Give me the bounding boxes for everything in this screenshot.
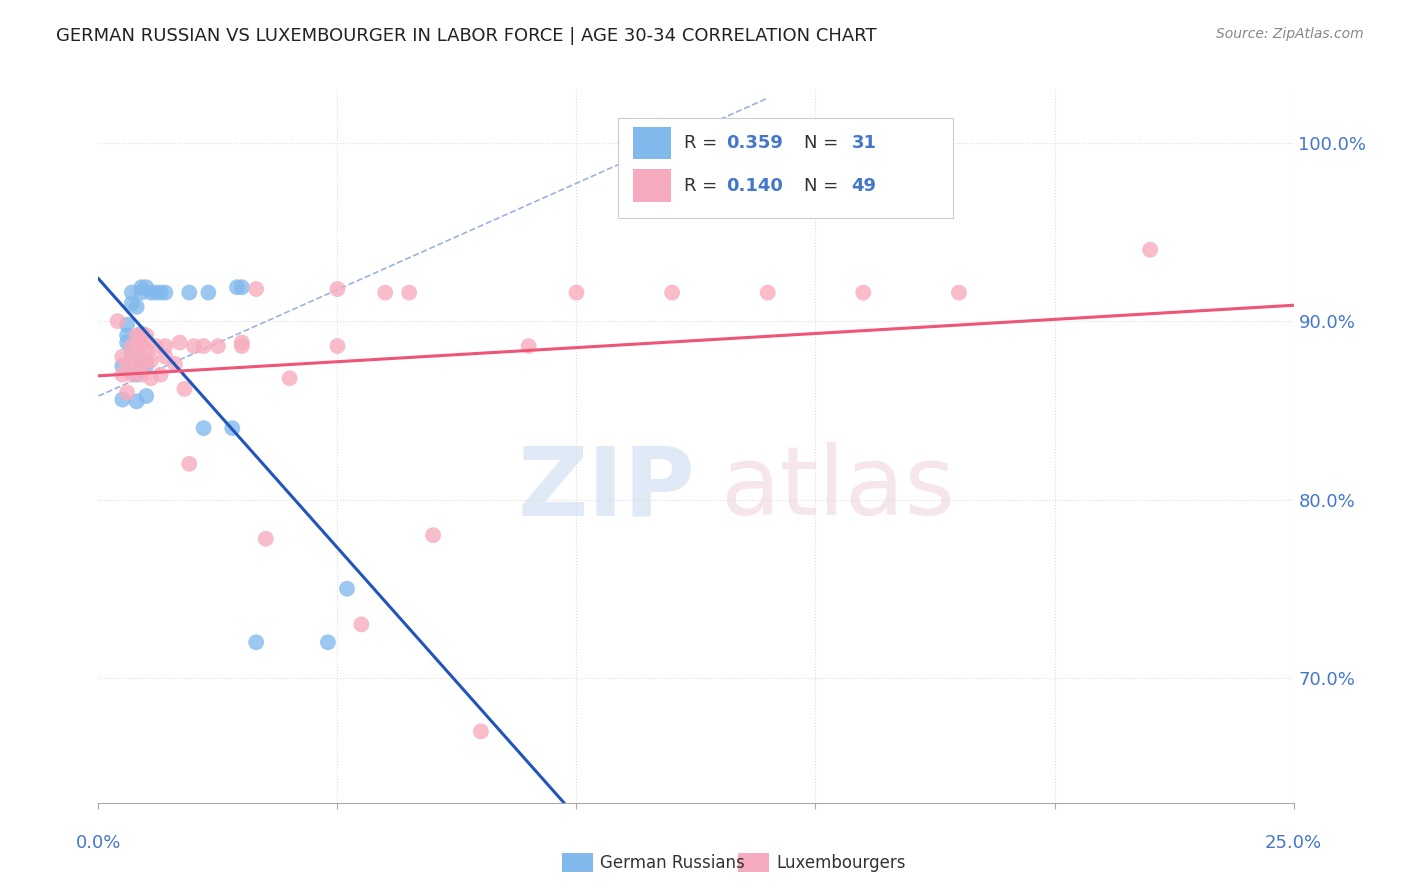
- Text: 0.0%: 0.0%: [76, 834, 121, 852]
- FancyBboxPatch shape: [633, 127, 671, 159]
- FancyBboxPatch shape: [619, 118, 953, 218]
- Point: [422, 528, 444, 542]
- Point: [149, 285, 172, 300]
- Text: N =: N =: [804, 177, 844, 194]
- Point: [155, 285, 177, 300]
- Point: [121, 368, 143, 382]
- Point: [131, 355, 153, 369]
- Point: [139, 353, 162, 368]
- Text: Luxembourgers: Luxembourgers: [776, 854, 905, 871]
- Point: [221, 421, 243, 435]
- Point: [193, 339, 215, 353]
- FancyBboxPatch shape: [633, 169, 671, 202]
- Point: [179, 457, 201, 471]
- Text: Source: ZipAtlas.com: Source: ZipAtlas.com: [1216, 27, 1364, 41]
- Point: [135, 328, 157, 343]
- Point: [111, 368, 134, 382]
- Point: [245, 635, 267, 649]
- Point: [121, 296, 143, 310]
- Point: [125, 343, 148, 357]
- Text: 31: 31: [852, 134, 876, 152]
- Point: [163, 357, 186, 371]
- Point: [135, 359, 157, 373]
- Point: [193, 421, 215, 435]
- Point: [131, 328, 153, 343]
- Text: 0.359: 0.359: [725, 134, 783, 152]
- Point: [155, 350, 177, 364]
- Point: [125, 328, 148, 343]
- Point: [115, 335, 138, 350]
- Point: [231, 335, 253, 350]
- Text: N =: N =: [804, 134, 844, 152]
- Point: [316, 635, 339, 649]
- Text: atlas: atlas: [720, 442, 955, 535]
- Point: [125, 394, 148, 409]
- Point: [131, 357, 153, 371]
- Text: R =: R =: [685, 177, 723, 194]
- Point: [197, 285, 219, 300]
- Point: [121, 339, 143, 353]
- Point: [131, 368, 153, 382]
- Point: [135, 353, 157, 368]
- Point: [131, 326, 153, 341]
- Text: 0.140: 0.140: [725, 177, 783, 194]
- Point: [374, 285, 396, 300]
- Point: [125, 300, 148, 314]
- Text: 49: 49: [852, 177, 876, 194]
- Point: [517, 339, 540, 353]
- Point: [135, 343, 157, 357]
- Point: [852, 285, 875, 300]
- Point: [125, 368, 148, 382]
- Point: [121, 353, 143, 368]
- Point: [756, 285, 779, 300]
- Point: [115, 328, 138, 343]
- Point: [470, 724, 492, 739]
- Point: [278, 371, 301, 385]
- Point: [661, 285, 683, 300]
- Text: R =: R =: [685, 134, 723, 152]
- Text: German Russians: German Russians: [600, 854, 745, 871]
- Point: [131, 339, 153, 353]
- Point: [145, 285, 167, 300]
- Point: [149, 368, 172, 382]
- Point: [326, 282, 349, 296]
- Point: [135, 389, 157, 403]
- Point: [1139, 243, 1161, 257]
- Point: [135, 280, 157, 294]
- Point: [145, 339, 167, 353]
- Text: GERMAN RUSSIAN VS LUXEMBOURGER IN LABOR FORCE | AGE 30-34 CORRELATION CHART: GERMAN RUSSIAN VS LUXEMBOURGER IN LABOR …: [56, 27, 877, 45]
- Point: [254, 532, 277, 546]
- Point: [226, 280, 249, 294]
- Point: [131, 280, 153, 294]
- Point: [139, 371, 162, 385]
- Point: [155, 339, 177, 353]
- Point: [115, 385, 138, 400]
- Point: [948, 285, 970, 300]
- Point: [350, 617, 373, 632]
- Point: [111, 359, 134, 373]
- Text: 25.0%: 25.0%: [1265, 834, 1322, 852]
- Point: [336, 582, 359, 596]
- Point: [207, 339, 229, 353]
- Point: [179, 285, 201, 300]
- Point: [231, 339, 253, 353]
- Point: [231, 280, 253, 294]
- Point: [115, 318, 138, 332]
- Point: [115, 357, 138, 371]
- Point: [111, 392, 134, 407]
- Point: [183, 339, 205, 353]
- Point: [565, 285, 588, 300]
- Point: [326, 339, 349, 353]
- Point: [245, 282, 267, 296]
- Point: [121, 346, 143, 360]
- Text: ZIP: ZIP: [517, 442, 696, 535]
- Point: [121, 285, 143, 300]
- Point: [107, 314, 129, 328]
- Point: [398, 285, 420, 300]
- Point: [131, 285, 153, 300]
- Point: [173, 382, 195, 396]
- Point: [139, 285, 162, 300]
- Point: [169, 335, 191, 350]
- Point: [111, 350, 134, 364]
